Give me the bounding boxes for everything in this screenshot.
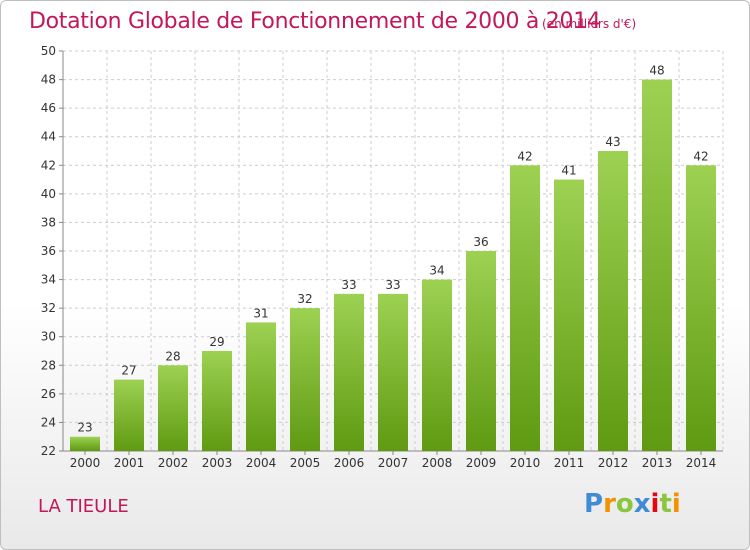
bars [70,79,716,452]
y-tick-label: 26 [41,387,56,401]
data-label-2004: 31 [253,306,268,320]
x-tick-label-2004: 2004 [246,456,277,470]
bar-2002 [158,365,188,451]
bar-2007 [378,293,408,451]
x-tick-label-2000: 2000 [70,456,101,470]
chart-subtitle: (en milliers d'€) [542,17,637,31]
y-tick-label: 48 [41,73,56,87]
x-tick-label-2011: 2011 [554,456,585,470]
x-tick-labels: 2000 2001 2002 2003 2004 2005 2006 2007 2008 2009… [70,456,717,470]
bar-2013 [642,79,672,452]
y-tick-label: 30 [41,330,56,344]
bar-2012 [598,151,628,451]
x-tick-label-2014: 2014 [686,456,717,470]
bar-2014 [686,165,716,452]
y-tick-label: 24 [41,415,56,429]
x-tick-label-2008: 2008 [422,456,453,470]
bar-2001 [114,379,144,451]
commune-name: LA TIEULE [38,496,129,517]
data-label-2006: 33 [341,278,356,292]
bar-2011 [554,179,584,452]
bar-2009 [466,251,496,451]
value-labels: 23 27 28 29 31 32 33 33 34 36 42 41 43 48 42 [77,64,708,435]
data-label-2000: 23 [77,421,92,435]
y-tick-label: 46 [41,101,56,115]
x-tick-label-2010: 2010 [510,456,541,470]
y-tick-label: 28 [41,358,56,372]
proxiti-logo: Proxiti [584,489,681,519]
y-tick-labels: 22 24 26 28 30 32 34 36 38 40 42 44 46 48 50 [41,44,56,458]
data-label-2009: 36 [473,235,488,249]
data-label-2001: 27 [121,364,136,378]
data-label-2013: 48 [649,64,664,78]
y-tick-label: 50 [41,44,56,58]
bar-2006 [334,293,364,451]
y-tick-label: 40 [41,187,56,201]
data-label-2010: 42 [517,149,532,163]
x-tick-label-2002: 2002 [158,456,189,470]
x-tick-label-2009: 2009 [466,456,497,470]
data-label-2011: 41 [561,164,576,178]
bar-2003 [202,351,232,451]
bar-2000 [70,436,100,451]
x-tick-label-2001: 2001 [114,456,145,470]
data-label-2014: 42 [693,149,708,163]
y-tick-label: 22 [41,444,56,458]
data-label-2002: 28 [165,349,180,363]
x-tick-label-2005: 2005 [290,456,321,470]
bar-2008 [422,279,452,451]
x-tick-label-2013: 2013 [642,456,673,470]
x-tick-label-2006: 2006 [334,456,365,470]
y-tick-label: 44 [41,130,56,144]
y-tick-label: 36 [41,244,56,258]
bar-2004 [246,322,276,451]
y-tick-label: 38 [41,215,56,229]
data-label-2008: 34 [429,264,444,278]
bar-2005 [290,308,320,451]
data-label-2007: 33 [385,278,400,292]
y-tick-label: 34 [41,273,56,287]
data-label-2005: 32 [297,292,312,306]
x-tick-label-2007: 2007 [378,456,409,470]
y-tick-label: 32 [41,301,56,315]
x-tick-label-2003: 2003 [202,456,233,470]
chart-title: Dotation Globale de Fonctionnement de 20… [29,9,601,34]
data-label-2012: 43 [605,135,620,149]
x-tick-label-2012: 2012 [598,456,629,470]
bar-2010 [510,165,540,452]
y-tick-label: 42 [41,158,56,172]
data-label-2003: 29 [209,335,224,349]
